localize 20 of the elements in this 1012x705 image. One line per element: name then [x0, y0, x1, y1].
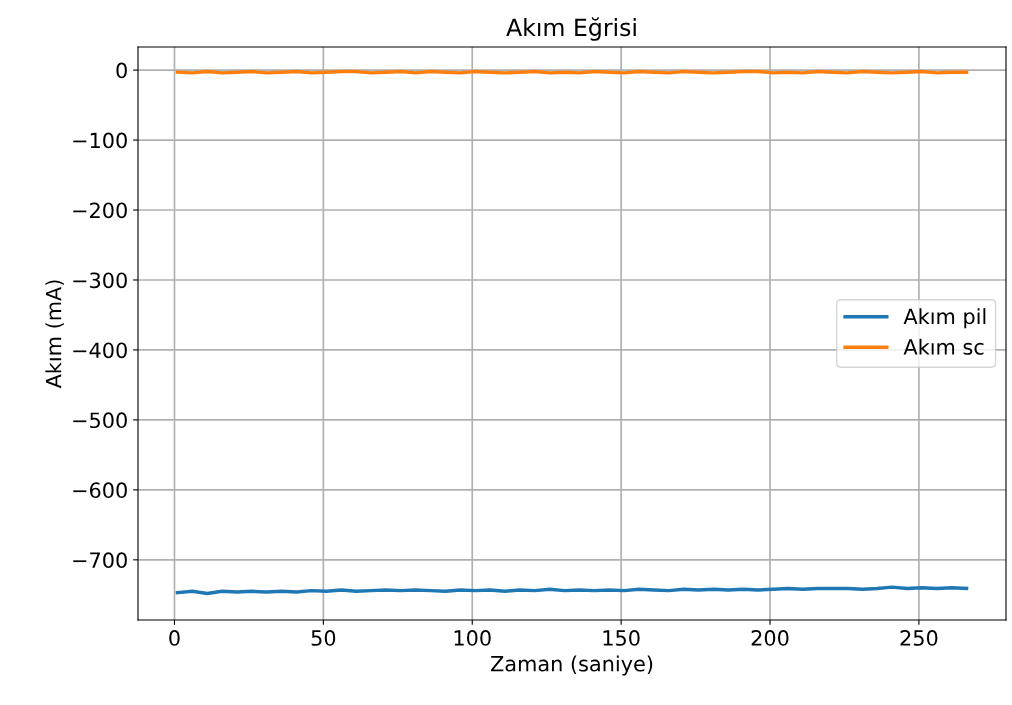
- x-tick-label: 150: [603, 630, 640, 646]
- y-tick-label: −700: [73, 552, 127, 569]
- y-tick-label: −600: [73, 482, 127, 499]
- x-tick-label: 100: [454, 630, 491, 646]
- y-tick-label: 0: [116, 62, 127, 79]
- x-tick-label: 50: [311, 630, 336, 646]
- x-tick-label: 0: [169, 630, 180, 646]
- x-axis-title: Zaman (saniye): [490, 655, 653, 676]
- legend-label: Akım sc: [903, 338, 984, 355]
- y-tick-label: −100: [73, 132, 127, 149]
- y-tick-label: −300: [73, 272, 127, 289]
- x-tick-label: 250: [900, 630, 938, 646]
- chart-title: Akım Eğrisi: [506, 17, 636, 41]
- y-tick-label: −200: [73, 202, 127, 219]
- x-tick-label: 200: [751, 630, 789, 646]
- legend-label: Akım pil: [903, 308, 986, 329]
- y-axis-title: Akım (mA): [45, 280, 64, 389]
- line-series: [175, 585, 969, 596]
- y-tick-label: −500: [73, 412, 127, 429]
- y-tick-label: −400: [73, 342, 127, 359]
